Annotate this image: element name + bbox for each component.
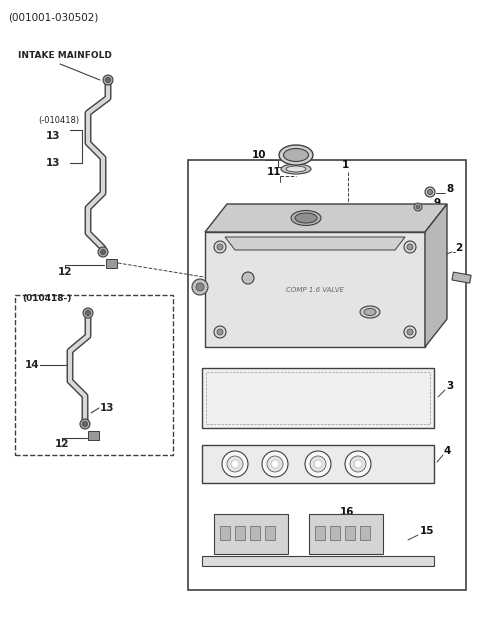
Circle shape <box>100 250 106 255</box>
Ellipse shape <box>360 306 380 318</box>
Text: 12: 12 <box>58 267 72 277</box>
Circle shape <box>217 329 223 335</box>
Ellipse shape <box>279 145 313 165</box>
Circle shape <box>345 451 371 477</box>
Text: COMP 1.6 VALVE: COMP 1.6 VALVE <box>286 287 344 293</box>
Bar <box>188 160 466 590</box>
Text: 10: 10 <box>252 150 266 160</box>
Circle shape <box>196 283 204 291</box>
Circle shape <box>83 308 93 318</box>
Polygon shape <box>225 237 405 250</box>
Circle shape <box>103 75 113 85</box>
Circle shape <box>106 78 110 83</box>
Text: 5: 5 <box>215 267 222 277</box>
Bar <box>106 259 117 268</box>
Text: 14: 14 <box>25 360 40 370</box>
Circle shape <box>192 279 208 295</box>
Bar <box>202 445 434 483</box>
Ellipse shape <box>286 166 306 172</box>
Ellipse shape <box>291 211 321 225</box>
Bar <box>202 556 434 566</box>
Bar <box>452 272 471 283</box>
Circle shape <box>217 244 223 250</box>
Bar <box>220 526 230 540</box>
Text: 12: 12 <box>55 439 69 449</box>
Text: 13: 13 <box>100 403 115 413</box>
Text: 6: 6 <box>248 258 255 268</box>
Text: 8: 8 <box>446 184 453 194</box>
Circle shape <box>305 451 331 477</box>
Ellipse shape <box>364 309 376 315</box>
Circle shape <box>214 326 226 338</box>
Bar <box>360 526 370 540</box>
Circle shape <box>227 456 243 472</box>
Circle shape <box>428 189 432 194</box>
Circle shape <box>85 310 91 315</box>
Circle shape <box>231 460 239 468</box>
Text: 15: 15 <box>420 526 434 536</box>
Circle shape <box>350 456 366 472</box>
Text: 1: 1 <box>342 160 349 170</box>
Circle shape <box>407 244 413 250</box>
Bar <box>330 526 340 540</box>
Text: (001001-030502): (001001-030502) <box>8 12 98 22</box>
Polygon shape <box>425 204 447 347</box>
Circle shape <box>83 422 87 427</box>
Text: 3: 3 <box>446 381 453 391</box>
Circle shape <box>214 241 226 253</box>
Circle shape <box>98 247 108 257</box>
Text: 13: 13 <box>46 158 60 168</box>
Text: 13: 13 <box>46 131 60 141</box>
Bar <box>206 372 430 424</box>
Circle shape <box>271 460 279 468</box>
Ellipse shape <box>281 164 311 174</box>
Polygon shape <box>205 204 447 232</box>
Bar <box>265 526 275 540</box>
Circle shape <box>310 456 326 472</box>
Bar <box>315 526 325 540</box>
Circle shape <box>222 451 248 477</box>
Text: 2: 2 <box>455 243 462 253</box>
Bar <box>235 526 245 540</box>
Circle shape <box>242 272 254 284</box>
Circle shape <box>416 205 420 209</box>
Circle shape <box>80 419 90 429</box>
Ellipse shape <box>284 148 309 161</box>
FancyBboxPatch shape <box>309 514 383 554</box>
Text: 4: 4 <box>444 446 451 456</box>
Bar <box>250 526 260 540</box>
Circle shape <box>314 460 322 468</box>
Circle shape <box>425 187 435 197</box>
Circle shape <box>354 460 362 468</box>
Text: INTAKE MAINFOLD: INTAKE MAINFOLD <box>18 52 112 60</box>
Circle shape <box>407 329 413 335</box>
FancyBboxPatch shape <box>214 514 288 554</box>
Text: 9: 9 <box>433 198 440 208</box>
Text: 16: 16 <box>340 507 355 517</box>
Bar <box>345 526 355 540</box>
Text: (010418-): (010418-) <box>22 294 72 302</box>
Bar <box>88 431 99 440</box>
Text: (-010418): (-010418) <box>38 116 79 124</box>
Circle shape <box>404 241 416 253</box>
Circle shape <box>404 326 416 338</box>
Ellipse shape <box>295 213 317 223</box>
Polygon shape <box>205 232 425 347</box>
Text: 11: 11 <box>267 167 281 177</box>
Text: 7: 7 <box>410 304 418 314</box>
Bar <box>202 368 434 428</box>
Circle shape <box>262 451 288 477</box>
Circle shape <box>414 203 422 211</box>
Circle shape <box>267 456 283 472</box>
